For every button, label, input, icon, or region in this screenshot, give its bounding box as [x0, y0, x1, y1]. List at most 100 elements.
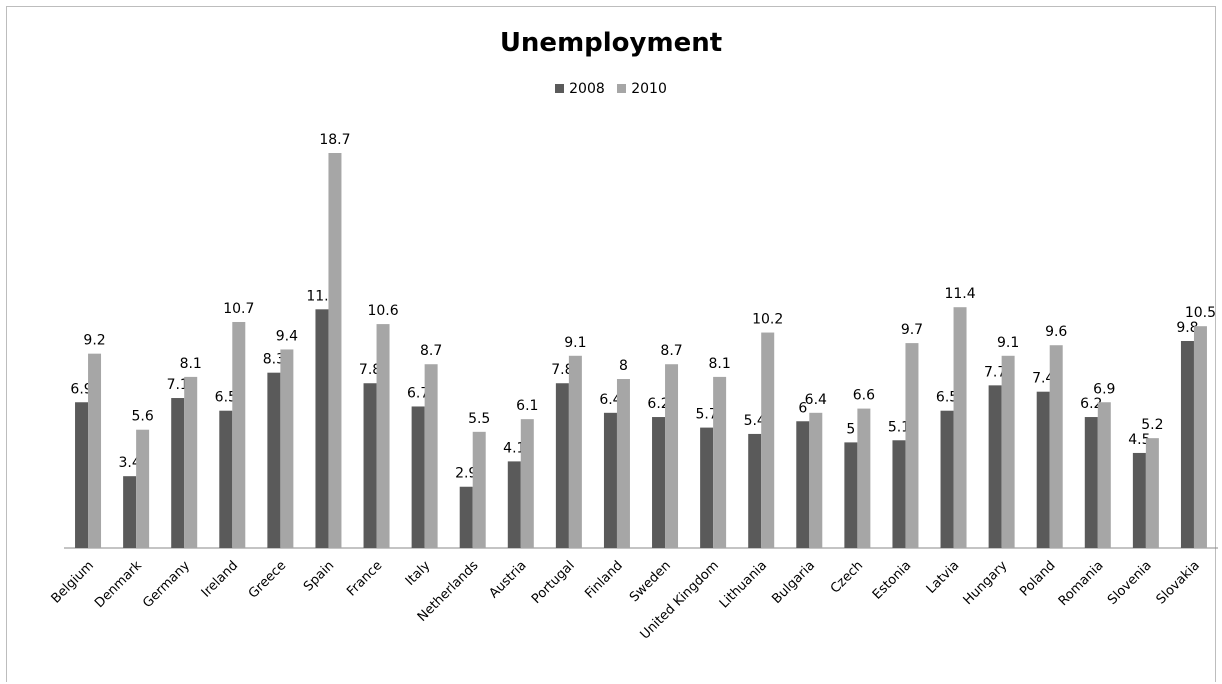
bar-2008-poland [1036, 391, 1050, 548]
data-label-2008-romania: 6.2 [1080, 396, 1102, 412]
bar-2008-france [363, 383, 377, 548]
bar-2010-austria [520, 419, 534, 548]
bar-2008-spain [315, 309, 329, 548]
data-label-2008-united-kingdom: 5.7 [695, 407, 717, 423]
data-label-2010-slovakia: 10.5 [1185, 305, 1216, 321]
data-label-2008-finland: 6.4 [599, 392, 621, 408]
bar-2010-germany [184, 376, 198, 548]
data-label-2010-germany: 8.1 [180, 356, 202, 372]
bar-2010-belgium [88, 353, 102, 548]
bar-2008-ireland [219, 410, 233, 548]
bar-2008-greece [267, 372, 281, 548]
chart-frame [6, 6, 1216, 682]
bar-2010-united-kingdom [713, 376, 727, 548]
bar-2008-austria [507, 461, 521, 548]
x-tick-label-poland: Poland [1017, 558, 1058, 599]
bar-2010-spain [328, 153, 342, 548]
x-tick-label-czech: Czech [828, 558, 866, 596]
bar-2010-lithuania [761, 332, 775, 548]
bar-2008-italy [411, 406, 425, 548]
x-tick-label-denmark: Denmark [92, 558, 145, 611]
data-label-2008-slovenia: 4.5 [1128, 432, 1150, 448]
bar-2010-romania [1097, 402, 1111, 548]
bar-2008-finland [603, 412, 617, 548]
data-label-2010-ireland: 10.7 [223, 301, 254, 317]
x-tick-label-austria: Austria [487, 558, 530, 601]
legend-label-2010: 2010 [631, 81, 667, 97]
bar-2010-poland [1049, 345, 1063, 548]
chart-legend: 2008 2010 [0, 81, 1222, 97]
data-label-2010-austria: 6.1 [516, 398, 538, 414]
data-label-2010-slovenia: 5.2 [1141, 417, 1163, 433]
data-label-2010-netherlands: 5.5 [468, 411, 490, 427]
data-label-2010-finland: 8 [619, 358, 628, 374]
bar-2010-france [376, 324, 390, 548]
data-label-2008-bulgaria: 6 [798, 400, 807, 416]
bar-2010-hungary [1001, 355, 1015, 548]
data-label-2008-italy: 6.7 [407, 385, 429, 401]
bar-2010-latvia [953, 307, 967, 548]
x-tick-label-lithuania: Lithuania [717, 558, 770, 611]
bar-2008-slovenia [1132, 452, 1146, 548]
bar-2010-ireland [232, 321, 246, 548]
bar-2010-slovenia [1145, 438, 1159, 548]
data-label-2008-denmark: 3.4 [118, 455, 140, 471]
data-label-2010-portugal: 9.1 [564, 335, 586, 351]
data-label-2010-united-kingdom: 8.1 [708, 356, 730, 372]
bar-2008-czech [844, 442, 858, 548]
x-tick-label-portugal: Portugal [529, 558, 578, 607]
chart-title: Unemployment [499, 28, 723, 58]
data-label-2010-bulgaria: 6.4 [805, 392, 827, 408]
bar-2008-denmark [123, 476, 137, 548]
legend-swatch-2008 [555, 84, 565, 93]
x-tick-label-romania: Romania [1056, 558, 1107, 609]
data-label-2008-austria: 4.1 [503, 440, 525, 456]
data-label-2008-sweden: 6.2 [647, 396, 669, 412]
data-label-2010-greece: 9.4 [276, 328, 298, 344]
legend-item-2008: 2008 [555, 81, 605, 97]
legend-label-2008: 2008 [569, 81, 605, 97]
data-label-2008-poland: 7.4 [1032, 371, 1054, 387]
data-label-2008-netherlands: 2.9 [455, 466, 477, 482]
x-tick-label-latvia: Latvia [924, 558, 963, 597]
bar-2008-latvia [940, 410, 954, 548]
data-label-2010-france: 10.6 [367, 303, 398, 319]
data-label-2010-poland: 9.6 [1045, 324, 1067, 340]
data-label-2008-greece: 8.3 [263, 352, 285, 368]
data-label-2010-hungary: 9.1 [997, 335, 1019, 351]
x-tick-label-slovakia: Slovakia [1154, 558, 1203, 607]
data-label-2008-portugal: 7.8 [551, 362, 573, 378]
legend-swatch-2010 [617, 84, 627, 93]
data-label-2008-lithuania: 5.4 [744, 413, 766, 429]
x-tick-label-germany: Germany [140, 558, 193, 611]
bar-2008-belgium [75, 402, 89, 548]
data-label-2008-germany: 7.1 [167, 377, 189, 393]
bar-2008-estonia [892, 440, 906, 548]
bar-2010-sweden [665, 364, 679, 548]
data-label-2010-czech: 6.6 [853, 388, 875, 404]
bar-2008-united-kingdom [700, 427, 714, 548]
bar-2010-bulgaria [809, 412, 823, 548]
data-label-2008-france: 7.8 [359, 362, 381, 378]
x-tick-label-hungary: Hungary [961, 558, 1011, 608]
data-label-2010-italy: 8.7 [420, 343, 442, 359]
bar-2008-netherlands [459, 486, 473, 548]
data-label-2008-latvia: 6.5 [936, 390, 958, 406]
data-label-2010-estonia: 9.7 [901, 322, 923, 338]
bar-2008-bulgaria [796, 421, 810, 548]
x-tick-label-bulgaria: Bulgaria [769, 558, 818, 607]
x-tick-label-ireland: Ireland [199, 558, 241, 600]
data-label-2008-hungary: 7.7 [984, 364, 1006, 380]
data-label-2010-latvia: 11.4 [944, 286, 975, 302]
legend-item-2010: 2010 [617, 81, 667, 97]
x-tick-label-estonia: Estonia [870, 558, 914, 602]
data-label-2008-czech: 5 [846, 421, 855, 437]
bar-2010-denmark [136, 429, 150, 548]
data-label-2010-belgium: 9.2 [83, 333, 105, 349]
bar-2010-estonia [905, 343, 919, 548]
data-label-2010-denmark: 5.6 [131, 409, 153, 425]
data-label-2008-belgium: 6.9 [70, 381, 92, 397]
bar-2008-sweden [652, 417, 666, 548]
bar-2010-greece [280, 349, 294, 548]
data-label-2008-ireland: 6.5 [215, 390, 237, 406]
